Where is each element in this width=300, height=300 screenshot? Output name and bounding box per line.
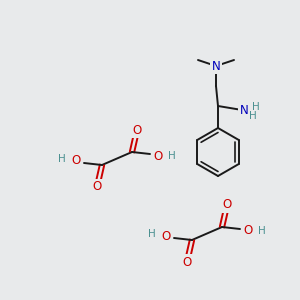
Text: N: N <box>240 103 248 116</box>
Text: O: O <box>132 124 142 136</box>
Text: O: O <box>161 230 171 242</box>
Text: H: H <box>252 102 260 112</box>
Text: H: H <box>168 151 176 161</box>
Text: H: H <box>249 111 257 121</box>
Text: O: O <box>222 199 232 212</box>
Text: H: H <box>258 226 266 236</box>
Text: O: O <box>243 224 253 238</box>
Text: N: N <box>212 59 220 73</box>
Text: H: H <box>148 229 156 239</box>
Text: O: O <box>92 181 102 194</box>
Text: H: H <box>58 154 66 164</box>
Text: O: O <box>153 149 163 163</box>
Text: O: O <box>182 256 192 268</box>
Text: O: O <box>71 154 81 167</box>
